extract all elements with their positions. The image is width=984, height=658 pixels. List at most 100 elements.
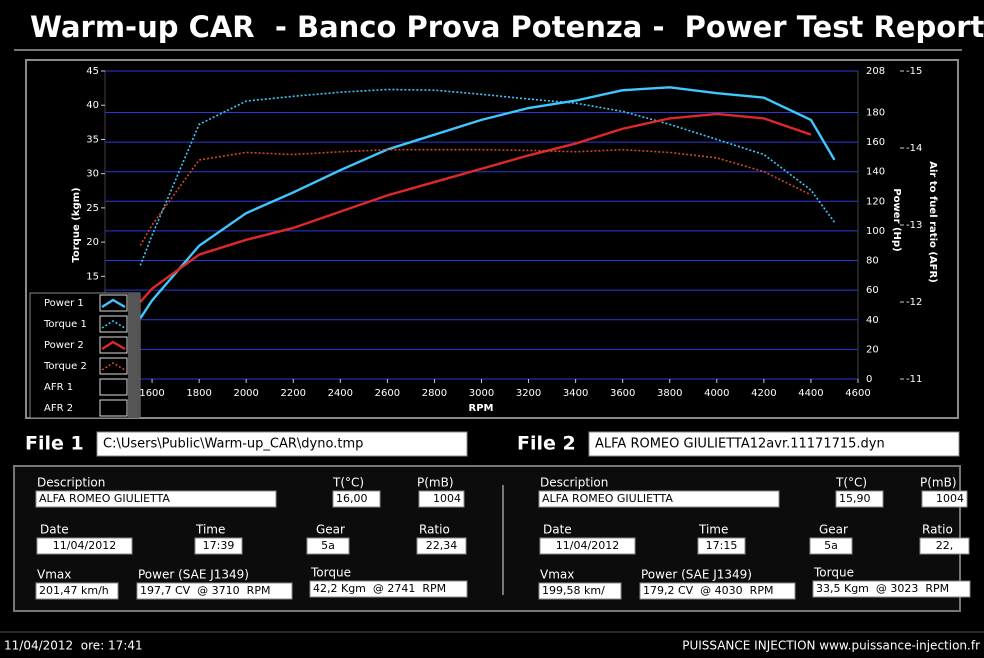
y2-tick-label: 100 — [866, 226, 885, 237]
x-tick-label: 4400 — [798, 388, 823, 399]
x-tick-label: 4600 — [845, 388, 870, 399]
power-value: 179,2 CV @ 4030 RPM — [643, 584, 773, 597]
y-tick-label: 25 — [86, 203, 99, 214]
p-value: 1004 — [936, 492, 964, 505]
ratio-box — [416, 537, 467, 555]
y2-tick-label: 0 — [866, 374, 872, 385]
description-value: ALFA ROMEO GIULIETTA — [542, 492, 673, 505]
y-axis-label: Torque (kgm) — [71, 187, 82, 262]
date-value: 11/04/2012 — [556, 539, 619, 552]
t-box — [835, 490, 884, 508]
x-tick-label: 3600 — [610, 388, 635, 399]
date-box — [36, 537, 133, 555]
legend-label: AFR 1 — [44, 382, 73, 393]
legend-swatch-box — [99, 294, 128, 312]
x-tick-label: 1600 — [139, 388, 164, 399]
file-path-box — [96, 431, 468, 457]
y2-tick-label: 80 — [866, 256, 879, 267]
time-box — [194, 537, 243, 555]
t-value: 15,90 — [839, 492, 871, 505]
time-box — [697, 537, 746, 555]
legend-label: AFR 2 — [44, 403, 73, 414]
x-tick-label: 2800 — [422, 388, 447, 399]
x-tick-label: 4200 — [751, 388, 776, 399]
vmax-box — [538, 582, 622, 600]
series-line — [139, 88, 836, 266]
description-label: Description — [37, 476, 105, 490]
y3-tick-label: -14 — [906, 143, 922, 154]
t-value: 16,00 — [336, 492, 368, 505]
power-box — [136, 582, 293, 600]
y2-axis-label: Power (Hp) — [891, 188, 902, 251]
torque-label: Torque — [310, 566, 351, 580]
y-tick-label: 20 — [86, 237, 99, 248]
y2-tick-label: 60 — [866, 285, 879, 296]
legend-label: Torque 1 — [43, 319, 87, 330]
y3-tick-label: -13 — [906, 220, 922, 231]
x-tick-label: 3200 — [516, 388, 541, 399]
y2-tick-label: 120 — [866, 196, 885, 207]
gear-label: Gear — [819, 523, 848, 537]
ratio-label: Ratio — [922, 523, 953, 537]
p-box — [921, 490, 968, 508]
torque-box — [812, 580, 971, 598]
ratio-value: 22, — [936, 539, 954, 552]
series-line — [139, 112, 812, 303]
file-label: File 1 — [25, 433, 84, 455]
file-label: File 2 — [517, 433, 576, 455]
p-value: 1004 — [433, 492, 461, 505]
title: Warm-up CAR - Banco Prova Potenza - Powe… — [30, 10, 984, 44]
p-label: P(mB) — [920, 476, 957, 490]
vmax-label: Vmax — [540, 568, 574, 582]
x-axis-label: RPM — [469, 403, 494, 414]
legend-swatch-box — [99, 399, 128, 417]
x-tick-label: 4000 — [704, 388, 729, 399]
power-label: Power (SAE J1349) — [138, 568, 249, 582]
vmax-value: 201,47 km/h — [39, 584, 109, 597]
power-box — [639, 582, 796, 600]
y-tick-label: 15 — [86, 271, 99, 282]
torque-value: 33,5 Kgm @ 3023 RPM — [816, 582, 949, 595]
legend-label: Power 2 — [44, 340, 84, 351]
gear-box — [306, 537, 350, 555]
y2-tick-label: 140 — [866, 167, 885, 178]
description-label: Description — [540, 476, 608, 490]
description-box — [35, 490, 277, 508]
y2-tick-label: 160 — [866, 137, 885, 148]
t-label: T(°C) — [835, 476, 867, 490]
p-box — [418, 490, 465, 508]
y-tick-label: 35 — [86, 134, 99, 145]
x-tick-label: 2200 — [281, 388, 306, 399]
torque-value: 42,2 Kgm @ 2741 RPM — [313, 582, 446, 595]
y2-tick-label: 20 — [866, 344, 879, 355]
gear-value: 5a — [824, 539, 838, 552]
legend-swatch-box — [99, 336, 128, 354]
time-label: Time — [195, 523, 225, 537]
legend-swatch — [101, 298, 126, 309]
ratio-box — [919, 537, 970, 555]
legend-swatch — [101, 320, 126, 329]
legend-label: Power 1 — [44, 298, 84, 309]
y3-axis-label: Air to fuel ratio (AFR) — [927, 161, 938, 283]
x-tick-label: 3400 — [563, 388, 588, 399]
gear-label: Gear — [316, 523, 345, 537]
date-box — [539, 537, 636, 555]
t-label: T(°C) — [332, 476, 364, 490]
file-path-box — [588, 431, 960, 457]
x-tick-label: 2000 — [233, 388, 258, 399]
x-tick-label: 3000 — [469, 388, 494, 399]
torque-label: Torque — [813, 566, 854, 580]
y3-tick-label: -11 — [906, 374, 922, 385]
time-label: Time — [698, 523, 728, 537]
legend-swatch — [101, 362, 126, 371]
legend-swatch — [101, 340, 126, 351]
power-value: 197,7 CV @ 3710 RPM — [140, 584, 270, 597]
vmax-box — [35, 582, 119, 600]
y3-tick-label: -12 — [906, 297, 922, 308]
power-label: Power (SAE J1349) — [641, 568, 752, 582]
x-tick-label: 3800 — [657, 388, 682, 399]
time-value: 17:39 — [203, 539, 235, 552]
legend-swatch-box — [99, 315, 128, 333]
y3-tick-label: -15 — [906, 66, 922, 77]
